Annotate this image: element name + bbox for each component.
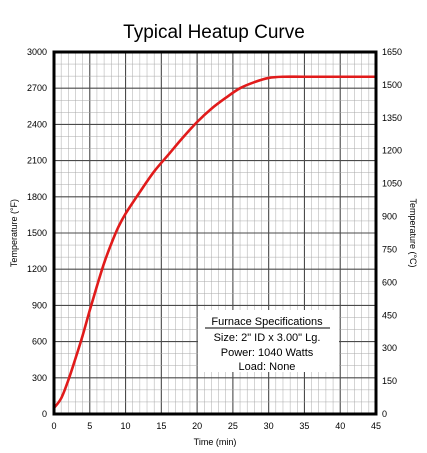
x-tick-label: 15	[156, 421, 166, 431]
specs-power: Power: 1040 Watts	[221, 347, 314, 359]
specs-size: Size: 2" ID x 3.00" Lg.	[214, 332, 321, 344]
y2-tick-label: 0	[382, 409, 387, 419]
y-tick-label: 600	[32, 337, 47, 347]
y2-tick-label: 600	[382, 277, 397, 287]
y-tick-label: 3000	[27, 47, 47, 57]
y-tick-label: 2700	[27, 83, 47, 93]
x-tick-label: 20	[192, 421, 202, 431]
y-tick-label: 300	[32, 373, 47, 383]
heatup-series-line	[52, 75, 378, 410]
chart-title: Typical Heatup Curve	[123, 22, 305, 43]
plot-frame	[52, 50, 378, 416]
y-tick-label: 1200	[27, 264, 47, 274]
y-tick-label: 1800	[27, 192, 47, 202]
y2-tick-label: 750	[382, 244, 397, 254]
x-axis-label: Time (min)	[194, 437, 237, 447]
x-tick-label: 40	[335, 421, 345, 431]
y2-axis-label: Temperature (°C)	[408, 198, 418, 267]
specs-heading: Furnace Specifications	[211, 316, 323, 328]
y2-tick-label: 1050	[382, 179, 402, 189]
y2-tick-label: 1350	[382, 113, 402, 123]
furnace-specifications-box: Furnace Specifications Size: 2" ID x 3.0…	[198, 310, 339, 373]
y2-tick-label: 1650	[382, 47, 402, 57]
y-tick-label: 2100	[27, 156, 47, 166]
specs-load: Load: None	[239, 361, 296, 373]
y-tick-label: 0	[42, 409, 47, 419]
x-tick-label: 35	[299, 421, 309, 431]
x-tick-label: 45	[371, 421, 381, 431]
y2-tick-label: 1200	[382, 146, 402, 156]
y2-tick-label: 450	[382, 310, 397, 320]
y-tick-label: 2400	[27, 119, 47, 129]
x-tick-label: 25	[228, 421, 238, 431]
ticks: 0 5 10 15 20 25 30 35 40 450300600900120015001800…	[27, 47, 402, 431]
y2-tick-label: 1500	[382, 80, 402, 90]
y-tick-label: 900	[32, 300, 47, 310]
y2-tick-label: 150	[382, 376, 397, 386]
y-axis-label: Temperature (°F)	[9, 199, 19, 267]
y2-tick-label: 900	[382, 212, 397, 222]
x-tick-label: 30	[264, 421, 274, 431]
y-tick-label: 1500	[27, 228, 47, 238]
y2-tick-label: 300	[382, 343, 397, 353]
x-tick-label: 10	[121, 421, 131, 431]
x-tick-label: 0	[51, 421, 56, 431]
x-tick-label: 5	[87, 421, 92, 431]
